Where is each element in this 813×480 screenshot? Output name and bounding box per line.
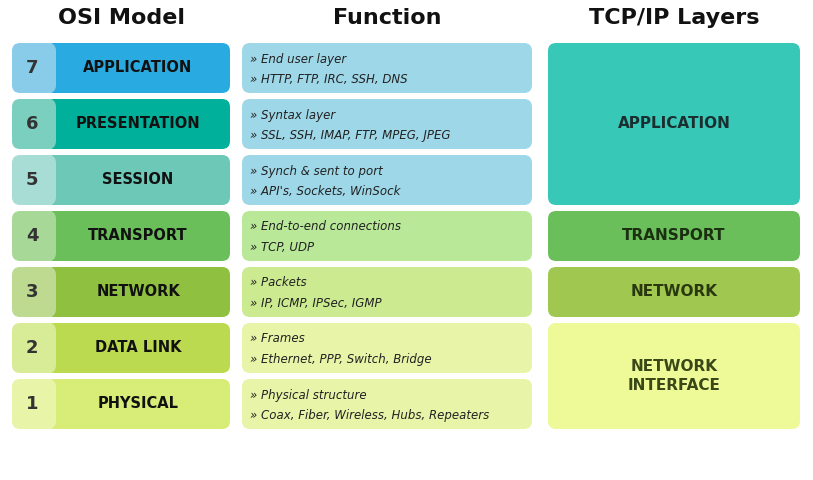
Text: 7: 7	[26, 59, 38, 77]
Text: 3: 3	[26, 283, 38, 301]
FancyBboxPatch shape	[12, 99, 56, 149]
Text: 2: 2	[26, 339, 38, 357]
Text: » IP, ICMP, IPSec, IGMP: » IP, ICMP, IPSec, IGMP	[250, 297, 381, 310]
FancyBboxPatch shape	[12, 211, 56, 261]
FancyBboxPatch shape	[46, 99, 230, 149]
FancyBboxPatch shape	[242, 379, 532, 429]
FancyBboxPatch shape	[548, 43, 800, 205]
Text: NETWORK
INTERFACE: NETWORK INTERFACE	[628, 359, 720, 394]
Text: 4: 4	[26, 227, 38, 245]
Text: DATA LINK: DATA LINK	[95, 340, 181, 356]
Text: » Packets: » Packets	[250, 276, 307, 289]
Text: SESSION: SESSION	[102, 172, 174, 188]
FancyBboxPatch shape	[242, 99, 532, 149]
Text: » Coax, Fiber, Wireless, Hubs, Repeaters: » Coax, Fiber, Wireless, Hubs, Repeaters	[250, 408, 489, 421]
Text: » End user layer: » End user layer	[250, 52, 346, 65]
FancyBboxPatch shape	[242, 155, 532, 205]
FancyBboxPatch shape	[46, 267, 230, 317]
Text: » API's, Sockets, WinSock: » API's, Sockets, WinSock	[250, 184, 400, 197]
Text: PRESENTATION: PRESENTATION	[76, 117, 200, 132]
FancyBboxPatch shape	[548, 323, 800, 429]
Text: 5: 5	[26, 171, 38, 189]
Text: » Physical structure: » Physical structure	[250, 388, 367, 401]
FancyBboxPatch shape	[12, 155, 56, 205]
Text: » TCP, UDP: » TCP, UDP	[250, 240, 314, 253]
Text: APPLICATION: APPLICATION	[84, 60, 193, 75]
FancyBboxPatch shape	[12, 267, 56, 317]
Text: » Frames: » Frames	[250, 333, 305, 346]
Text: » Synch & sent to port: » Synch & sent to port	[250, 165, 383, 178]
Text: 1: 1	[26, 395, 38, 413]
FancyBboxPatch shape	[242, 267, 532, 317]
FancyBboxPatch shape	[242, 211, 532, 261]
FancyBboxPatch shape	[12, 43, 56, 93]
FancyBboxPatch shape	[12, 379, 56, 429]
Text: » HTTP, FTP, IRC, SSH, DNS: » HTTP, FTP, IRC, SSH, DNS	[250, 72, 407, 85]
Text: » End-to-end connections: » End-to-end connections	[250, 220, 401, 233]
FancyBboxPatch shape	[46, 323, 230, 373]
Text: » Syntax layer: » Syntax layer	[250, 108, 335, 121]
FancyBboxPatch shape	[46, 43, 230, 93]
Text: NETWORK: NETWORK	[631, 285, 718, 300]
FancyBboxPatch shape	[46, 379, 230, 429]
Text: OSI Model: OSI Model	[58, 8, 185, 28]
Text: 6: 6	[26, 115, 38, 133]
Text: APPLICATION: APPLICATION	[618, 117, 730, 132]
Text: PHYSICAL: PHYSICAL	[98, 396, 179, 411]
FancyBboxPatch shape	[548, 211, 800, 261]
Text: Function: Function	[333, 8, 441, 28]
FancyBboxPatch shape	[46, 155, 230, 205]
FancyBboxPatch shape	[242, 43, 532, 93]
FancyBboxPatch shape	[12, 323, 56, 373]
FancyBboxPatch shape	[46, 211, 230, 261]
FancyBboxPatch shape	[242, 323, 532, 373]
Text: TCP/IP Layers: TCP/IP Layers	[589, 8, 759, 28]
Text: TRANSPORT: TRANSPORT	[622, 228, 726, 243]
Text: » Ethernet, PPP, Switch, Bridge: » Ethernet, PPP, Switch, Bridge	[250, 352, 432, 365]
Text: NETWORK: NETWORK	[96, 285, 180, 300]
Text: TRANSPORT: TRANSPORT	[88, 228, 188, 243]
FancyBboxPatch shape	[548, 267, 800, 317]
Text: » SSL, SSH, IMAP, FTP, MPEG, JPEG: » SSL, SSH, IMAP, FTP, MPEG, JPEG	[250, 129, 450, 142]
